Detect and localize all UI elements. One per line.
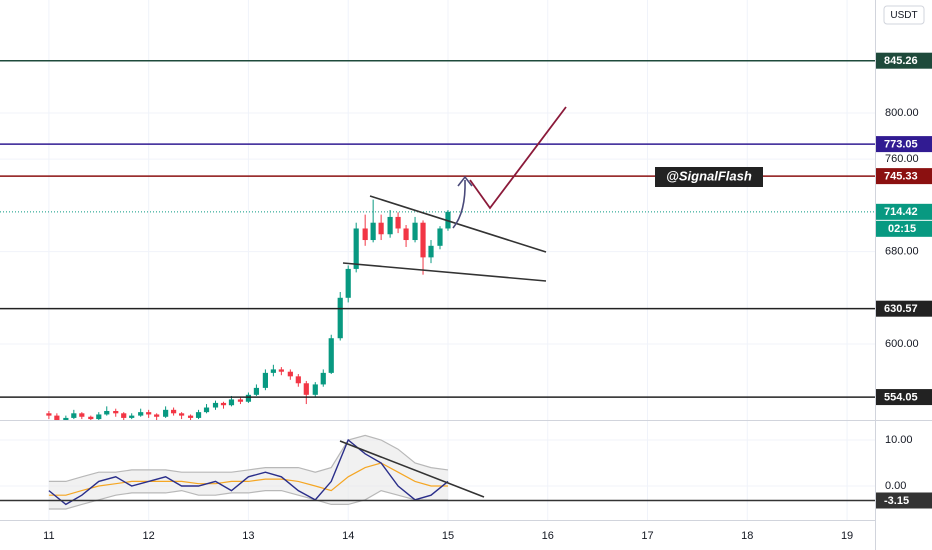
- candle-body: [237, 399, 244, 402]
- level-label: 630.57: [884, 303, 918, 315]
- arrow: [452, 179, 466, 229]
- candle-body: [328, 338, 334, 373]
- candle-body: [320, 372, 326, 385]
- candle-body: [187, 415, 194, 418]
- currency-box[interactable]: [883, 5, 925, 25]
- candle-body: [295, 376, 301, 384]
- x-tick-label: 18: [741, 530, 753, 542]
- arrow-head: [457, 175, 473, 187]
- candle-body: [154, 414, 160, 417]
- candle-body: [212, 402, 219, 408]
- series-line: [48, 489, 448, 510]
- level-tag: [876, 52, 932, 69]
- candle-body: [96, 414, 102, 420]
- watermark: @SignalFlash: [666, 168, 752, 183]
- currency[interactable]: USDT: [890, 10, 917, 21]
- countdown-tag: [876, 220, 932, 237]
- projection: [469, 106, 567, 210]
- candle-body: [245, 394, 252, 402]
- y-tick-label: 800.00: [885, 107, 919, 119]
- candle-body: [171, 409, 177, 414]
- candle-body: [262, 372, 268, 388]
- x-tick-label: 15: [442, 530, 454, 542]
- series-line: [48, 434, 449, 483]
- candle-body: [88, 416, 94, 420]
- candle-body: [228, 399, 235, 406]
- candle-body: [63, 417, 69, 420]
- candle-body: [146, 412, 152, 415]
- candle-body: [395, 216, 401, 229]
- x-tick-label: 19: [841, 530, 853, 542]
- x-tick-label: 14: [342, 530, 354, 542]
- candle-body: [253, 387, 260, 395]
- candle-body: [113, 410, 119, 414]
- candle-body: [54, 415, 60, 420]
- candle-body: [428, 245, 434, 258]
- level-tag: [876, 300, 932, 317]
- level-label: -3.15: [884, 495, 909, 507]
- candle-body: [178, 413, 185, 416]
- candle-body: [79, 413, 85, 417]
- candle-body: [353, 228, 359, 269]
- price-pane: [0, 59, 875, 420]
- band-fill: [48, 435, 448, 510]
- candle-body: [345, 268, 351, 298]
- level-tag: [876, 203, 932, 220]
- trendline: [342, 262, 547, 282]
- candle-body: [163, 409, 169, 417]
- candle-body: [195, 412, 202, 418]
- level-label: 845.26: [884, 55, 918, 67]
- level-label: 714.42: [884, 206, 918, 218]
- level-label: 554.05: [884, 391, 918, 403]
- trendline: [369, 195, 547, 253]
- level-tag: [876, 492, 932, 509]
- x-tick-label: 16: [542, 530, 554, 542]
- candle-body: [312, 384, 318, 395]
- candle-body: [337, 297, 343, 339]
- candle-body: [378, 222, 384, 235]
- candle-body: [303, 383, 309, 395]
- y-tick-label: 600.00: [885, 338, 919, 350]
- candle-body: [104, 410, 110, 415]
- candle-body: [138, 412, 144, 416]
- axes: 600.00 680.00 760.00 800.00 845.26 773.05 745.…: [43, 52, 932, 542]
- candle-body: [362, 228, 368, 241]
- level-label: 745.33: [884, 171, 918, 183]
- level-tag: [876, 168, 932, 185]
- candle-body: [387, 216, 393, 235]
- series-line: [48, 438, 449, 506]
- drawings: [339, 106, 567, 498]
- x-tick-label: 17: [641, 530, 653, 542]
- level-tag: [876, 136, 932, 153]
- candle-body: [203, 407, 210, 413]
- candle-body: [220, 402, 227, 406]
- candle-body: [270, 369, 276, 373]
- level-label: 773.05: [884, 139, 918, 151]
- candle-body: [129, 415, 135, 418]
- candle-body: [71, 413, 77, 418]
- candle-body: [46, 413, 52, 416]
- candle-body: [412, 222, 418, 241]
- x-tick-label: 12: [143, 530, 155, 542]
- countdown: 02:15: [888, 223, 916, 235]
- level-tag: [876, 389, 932, 406]
- candle-body: [287, 371, 293, 377]
- y-tick-label: 680.00: [885, 245, 919, 257]
- x-tick-label: 13: [242, 530, 254, 542]
- candle-body: [121, 413, 127, 418]
- candle-body: [437, 228, 443, 246]
- watermark-box: [655, 167, 763, 187]
- indicator-pane: [0, 434, 875, 510]
- indicator-trendline: [339, 440, 485, 498]
- y-tick-label: 0.00: [885, 480, 906, 492]
- y-tick-label: 760.00: [885, 153, 919, 165]
- x-tick-label: 11: [43, 530, 54, 542]
- candle-body: [278, 369, 284, 372]
- candle-body: [370, 222, 376, 241]
- candle-body: [403, 228, 409, 241]
- y-tick-label: 10.00: [885, 434, 913, 446]
- candle-body: [420, 222, 426, 258]
